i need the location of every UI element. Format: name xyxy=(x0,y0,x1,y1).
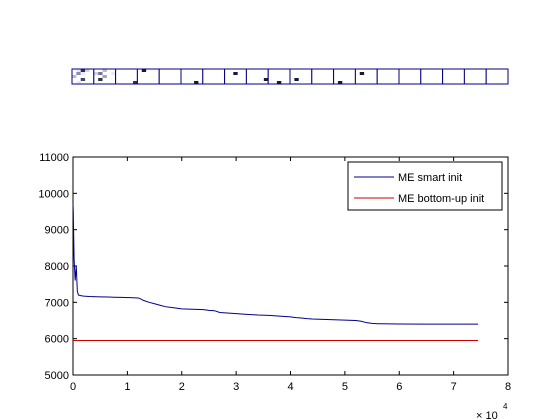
filter-tile xyxy=(158,68,182,85)
filter-strip xyxy=(71,68,509,85)
filter-tile xyxy=(442,68,465,85)
filter-pixel xyxy=(80,69,86,72)
y-tick-label: 6000 xyxy=(45,334,69,346)
filter-pixel xyxy=(276,81,282,84)
filter-tile-background xyxy=(399,69,421,84)
filter-tile-background xyxy=(311,69,334,84)
filter-tile xyxy=(463,68,487,85)
filter-tile xyxy=(398,68,422,85)
filter-pixel xyxy=(359,72,365,75)
filter-tile xyxy=(224,68,247,85)
y-tick-label: 10000 xyxy=(38,188,69,200)
filter-tile-background xyxy=(268,69,290,84)
filter-tile-background xyxy=(420,69,443,84)
x-multiplier-label: × 10 xyxy=(476,410,498,420)
filter-tile xyxy=(202,68,226,85)
filter-pixel xyxy=(76,69,81,72)
filter-tile-background xyxy=(333,69,356,84)
filter-tile-background xyxy=(355,69,378,84)
legend-box xyxy=(347,161,503,211)
filter-tile xyxy=(354,68,378,85)
filter-pixel xyxy=(294,78,299,81)
filter-tile-background xyxy=(377,69,399,84)
filter-pixel xyxy=(80,78,86,81)
filter-tile-background xyxy=(486,69,508,84)
y-tick-label: 9000 xyxy=(45,225,69,237)
x-tick-label: 3 xyxy=(233,381,239,393)
filter-tile xyxy=(333,68,356,85)
y-tick-label: 5000 xyxy=(45,370,69,382)
filter-tile xyxy=(420,68,444,85)
legend-label-me-bottom-up-init: ME bottom-up init xyxy=(398,193,484,205)
series-line-me-smart-init xyxy=(72,204,479,325)
x-multiplier-exponent: 4 xyxy=(503,402,508,411)
filter-pixel xyxy=(102,75,107,78)
filter-tile xyxy=(245,68,269,85)
legend-label-me-smart-init: ME smart init xyxy=(398,172,462,184)
filter-tile-background xyxy=(290,69,312,84)
filter-pixel xyxy=(85,69,90,72)
filter-tile-border xyxy=(485,68,509,85)
filter-tile xyxy=(376,68,400,85)
x-tick-label: 2 xyxy=(179,381,185,393)
filter-pixel xyxy=(76,72,81,75)
filter-tile-background xyxy=(115,69,138,84)
filter-pixel xyxy=(233,72,238,75)
x-tick-label: 4 xyxy=(287,381,293,393)
filter-pixel xyxy=(111,72,116,75)
x-tick-label: 1 xyxy=(124,381,130,393)
x-tick-label: 7 xyxy=(451,381,457,393)
filter-pixel xyxy=(93,72,99,75)
filter-pixel xyxy=(194,81,199,84)
filter-pixel xyxy=(133,81,138,84)
filter-tile xyxy=(136,68,160,85)
filter-pixel xyxy=(102,69,107,72)
x-axis: 0 1 2 3 4 5 6 7 8 xyxy=(70,157,511,393)
x-tick-label: 8 xyxy=(505,381,511,393)
y-tick-label: 11000 xyxy=(39,152,69,164)
x-tick-label: 6 xyxy=(396,381,402,393)
filter-tile xyxy=(311,68,335,85)
filter-pixel xyxy=(76,81,81,84)
filter-pixel xyxy=(141,69,147,72)
filter-tile xyxy=(267,68,291,85)
filter-tile-background xyxy=(137,69,160,84)
filter-tile-background xyxy=(246,69,269,84)
filter-tile xyxy=(180,68,204,85)
filter-tile xyxy=(71,68,95,85)
filter-tile xyxy=(485,68,509,85)
y-tick-label: 8000 xyxy=(45,261,69,273)
filter-tile xyxy=(115,68,138,85)
filter-pixel xyxy=(72,75,77,78)
filter-pixel xyxy=(263,78,269,81)
filter-tile xyxy=(93,68,117,85)
y-tick-label: 7000 xyxy=(45,297,69,309)
filter-tile xyxy=(289,68,313,85)
filter-tile-background xyxy=(464,69,487,84)
filter-pixel xyxy=(337,81,343,84)
filter-pixel xyxy=(98,72,103,75)
filter-tile-background xyxy=(159,69,181,84)
x-tick-label: 0 xyxy=(70,381,76,393)
filter-tile-background xyxy=(202,69,225,84)
filter-tile-background xyxy=(224,69,247,84)
y-axis: 5000 6000 7000 8000 9000 10000 11000 xyxy=(38,152,508,382)
filter-tile-background xyxy=(181,69,203,84)
filter-pixel xyxy=(80,72,86,75)
filter-tile-background xyxy=(442,69,465,84)
x-tick-label: 5 xyxy=(342,381,348,393)
plot-area xyxy=(72,204,479,341)
legend: ME smart init ME bottom-up init xyxy=(347,161,503,211)
filter-pixel xyxy=(98,78,103,81)
